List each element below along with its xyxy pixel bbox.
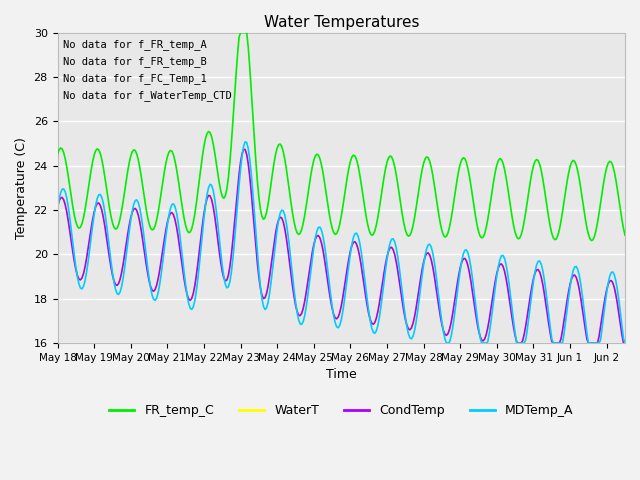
Text: No data for f_WaterTemp_CTD: No data for f_WaterTemp_CTD: [63, 90, 232, 101]
Text: No data for f_FC_Temp_1: No data for f_FC_Temp_1: [63, 73, 207, 84]
Y-axis label: Temperature (C): Temperature (C): [15, 137, 28, 239]
Legend: FR_temp_C, WaterT, CondTemp, MDTemp_A: FR_temp_C, WaterT, CondTemp, MDTemp_A: [104, 399, 578, 422]
Text: No data for f_FR_temp_B: No data for f_FR_temp_B: [63, 56, 207, 67]
Title: Water Temperatures: Water Temperatures: [264, 15, 419, 30]
X-axis label: Time: Time: [326, 368, 356, 381]
Text: No data for f_FR_temp_A: No data for f_FR_temp_A: [63, 39, 207, 49]
